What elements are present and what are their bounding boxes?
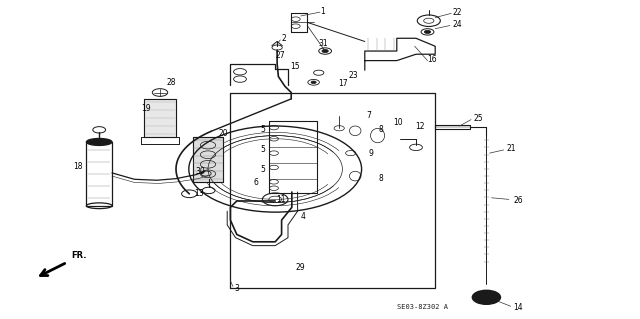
Text: 23: 23 bbox=[348, 71, 358, 80]
Text: 8: 8 bbox=[379, 125, 383, 134]
Text: 3: 3 bbox=[235, 284, 240, 293]
Text: 1: 1 bbox=[320, 7, 324, 16]
Text: 19: 19 bbox=[141, 104, 150, 113]
Text: 13: 13 bbox=[194, 189, 204, 198]
Text: 27: 27 bbox=[275, 51, 285, 60]
Text: FR.: FR. bbox=[72, 251, 87, 260]
Text: 6: 6 bbox=[253, 178, 259, 187]
Text: 5: 5 bbox=[260, 165, 266, 174]
Circle shape bbox=[311, 81, 316, 84]
Ellipse shape bbox=[86, 138, 112, 145]
Text: 12: 12 bbox=[415, 122, 424, 130]
Text: 14: 14 bbox=[513, 303, 523, 312]
Text: SE03-8Z302 A: SE03-8Z302 A bbox=[397, 304, 448, 310]
Text: 21: 21 bbox=[507, 145, 516, 153]
Text: 18: 18 bbox=[73, 162, 83, 171]
Circle shape bbox=[472, 290, 500, 304]
Text: 31: 31 bbox=[319, 39, 328, 48]
Text: 30: 30 bbox=[196, 167, 205, 176]
Text: 10: 10 bbox=[394, 118, 403, 127]
Text: 4: 4 bbox=[301, 212, 306, 221]
Circle shape bbox=[322, 49, 328, 53]
Text: 2: 2 bbox=[282, 34, 286, 43]
Text: 22: 22 bbox=[452, 8, 462, 17]
Text: 24: 24 bbox=[452, 20, 462, 29]
Text: 8: 8 bbox=[379, 174, 383, 182]
Text: 26: 26 bbox=[513, 196, 523, 205]
Text: 25: 25 bbox=[474, 114, 483, 123]
Polygon shape bbox=[144, 99, 176, 137]
Text: 15: 15 bbox=[291, 62, 300, 70]
Circle shape bbox=[424, 30, 431, 33]
Text: 5: 5 bbox=[260, 125, 266, 134]
Text: 5: 5 bbox=[260, 145, 266, 154]
Text: 20: 20 bbox=[219, 130, 228, 138]
Text: 17: 17 bbox=[338, 79, 348, 88]
Text: 16: 16 bbox=[428, 55, 437, 64]
Text: 9: 9 bbox=[369, 149, 374, 158]
Polygon shape bbox=[193, 137, 223, 182]
Text: 11: 11 bbox=[276, 195, 286, 204]
Text: 7: 7 bbox=[366, 111, 371, 120]
Text: 29: 29 bbox=[296, 263, 305, 272]
Text: 28: 28 bbox=[166, 78, 176, 87]
